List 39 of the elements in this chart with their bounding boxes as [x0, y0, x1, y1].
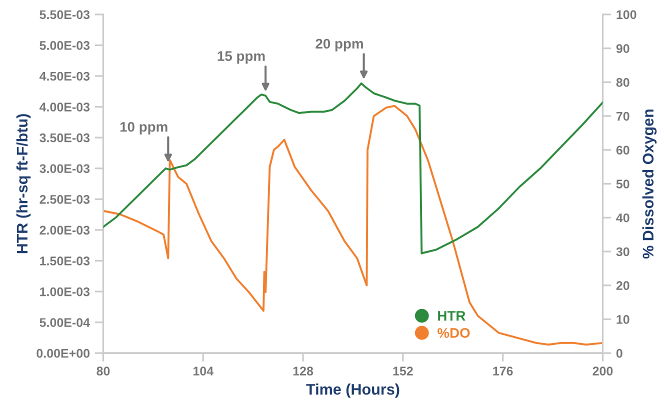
y2-tick-label: 50 [616, 180, 630, 188]
x-tick-label: 176 [493, 366, 513, 376]
y-tick-label: 5.00E-04 [40, 318, 90, 327]
annotation: 10 ppm [120, 122, 168, 135]
y2-tick-label: 0 [616, 348, 622, 358]
y-tick-label: 3.00E-03 [40, 164, 90, 174]
x-tick-label: 152 [393, 366, 413, 376]
legend-label: HTR [438, 311, 466, 321]
y-tick-label: 3.50E-03 [40, 133, 90, 142]
y-tick-label: 2.00E-03 [40, 226, 90, 235]
line-series [103, 82, 603, 254]
y-tick-label: 0.00E+00 [36, 348, 90, 358]
x-tick-label: 128 [293, 366, 314, 376]
y-tick-label: 4.50E-03 [39, 72, 90, 81]
y-tick-label: 5.50E-03 [40, 10, 90, 20]
legend-label: %DO [438, 328, 470, 338]
x-tick-label: 80 [96, 366, 110, 376]
x-axis-title: Time (Hours) [306, 384, 400, 398]
annotation: 20 ppm [316, 38, 363, 52]
y2-tick-label: 10 [616, 315, 630, 324]
y-tick-label: 1.50E-03 [40, 256, 90, 266]
x-tick-label: 200 [592, 366, 613, 376]
y-tick-label: 1.00E-03 [40, 287, 90, 296]
y2-tick-label: 60 [616, 146, 630, 155]
y-axis-title: HTR (hr-sq ft-F/btu) [16, 114, 31, 254]
y-tick-label: 5.00E-03 [40, 41, 90, 50]
y2-tick-label: 90 [616, 44, 630, 53]
y-tick-label: 4.00E-03 [39, 102, 90, 112]
y2-tick-label: 40 [616, 213, 630, 222]
line-series [103, 104, 603, 346]
y2-tick-label: 70 [616, 112, 630, 121]
x-tick-label: 104 [193, 366, 214, 376]
annotation: 15 ppm [218, 51, 265, 64]
y2-tick-label: 80 [616, 78, 630, 87]
y-tick-label: 2.50E-03 [40, 194, 90, 204]
y2-axis-title: % Dissolved Oxygen [642, 110, 657, 259]
y2-tick-label: 30 [616, 247, 630, 256]
y2-tick-label: 100 [616, 10, 636, 20]
y2-tick-label: 20 [616, 281, 630, 290]
